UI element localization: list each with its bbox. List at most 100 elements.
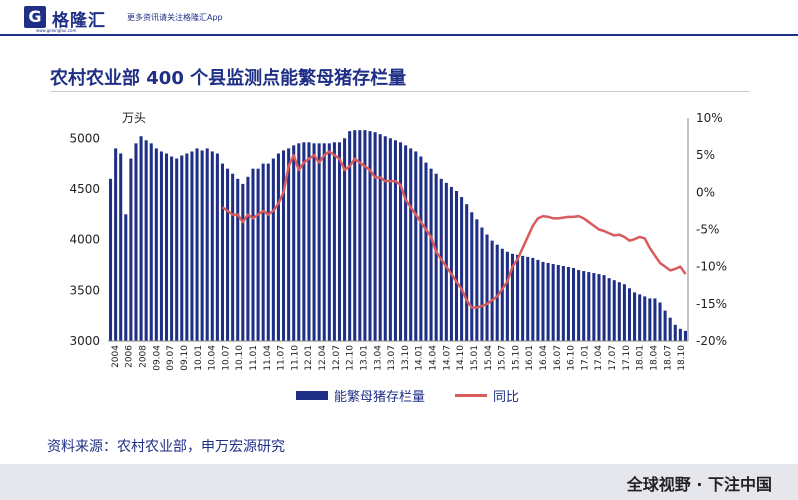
bar: [322, 143, 326, 341]
bar: [246, 176, 250, 341]
x-tick-label: 13.07: [387, 345, 397, 371]
x-tick-label: 09.07: [166, 345, 176, 371]
bar: [587, 272, 591, 341]
bar: [383, 136, 387, 341]
y-tick-label: 3000: [69, 334, 100, 348]
bar: [668, 317, 672, 341]
bar: [109, 178, 113, 341]
bar: [434, 173, 438, 341]
y2-tick-label: -10%: [696, 260, 727, 274]
bar: [577, 270, 581, 341]
bar: [419, 156, 423, 341]
x-tick-label: 12.04: [318, 345, 328, 371]
bar: [210, 151, 214, 341]
x-tick-label: 10.01: [194, 345, 204, 371]
x-tick-label: 18.10: [677, 345, 687, 371]
bar: [363, 130, 367, 341]
y2-tick-label: -20%: [696, 334, 727, 348]
x-tick-label: 14.04: [429, 345, 439, 371]
bar: [154, 148, 158, 341]
bar: [480, 227, 484, 341]
bar: [282, 150, 286, 341]
bar: [287, 148, 291, 341]
bar: [261, 163, 265, 341]
bar: [266, 163, 270, 341]
bar: [256, 168, 260, 341]
bar: [200, 150, 204, 341]
brand-url: www.gelonghui.com: [36, 28, 77, 33]
bar: [164, 153, 169, 341]
bar: [343, 138, 347, 341]
x-tick-label: 15.01: [470, 345, 480, 371]
bar: [658, 302, 662, 341]
x-tick-label: 10.10: [235, 345, 245, 371]
bar: [526, 256, 530, 341]
bar: [114, 148, 118, 341]
x-tick-label: 17.07: [608, 345, 618, 371]
banner-divider: [0, 34, 798, 36]
x-tick-label: 12.10: [346, 345, 356, 371]
brand-logo-icon: G: [24, 6, 46, 28]
x-tick-label: 12.07: [332, 345, 342, 371]
bar: [627, 288, 632, 341]
x-tick-label: 11.04: [263, 345, 273, 371]
bar: [490, 240, 494, 341]
x-tick-label: 16.01: [525, 345, 535, 371]
bar: [185, 153, 189, 341]
bar: [485, 234, 489, 341]
bar: [149, 143, 153, 341]
bar: [134, 143, 138, 341]
bar: [536, 259, 540, 341]
bar: [551, 263, 555, 341]
bar: [470, 212, 474, 341]
legend-bar-swatch: [296, 391, 328, 400]
bar: [297, 143, 301, 341]
title-divider: [50, 91, 750, 92]
x-tick-label: 17.04: [594, 345, 604, 371]
bar: [516, 254, 520, 341]
x-tick-label: 09.04: [152, 345, 162, 371]
top-banner: G 格隆汇 www.gelonghui.com 更多资讯请关注格隆汇App: [0, 0, 798, 36]
bar: [393, 140, 397, 341]
bar: [444, 182, 448, 341]
source-note: 资料来源：农村农业部，申万宏源研究: [47, 439, 285, 455]
bar: [307, 142, 311, 341]
x-tick-label: 18.04: [649, 345, 659, 371]
y-tick-label: 4000: [69, 233, 100, 247]
bar: [648, 298, 652, 341]
bar: [195, 148, 199, 341]
bar: [404, 145, 408, 341]
x-tick-label: 11.10: [290, 345, 300, 371]
bar: [409, 148, 413, 341]
x-tick-label: 16.04: [539, 345, 549, 371]
bar: [388, 138, 392, 341]
bar: [236, 178, 240, 341]
bar: [124, 214, 128, 341]
bar: [500, 248, 504, 341]
y2-tick-label: -15%: [696, 297, 727, 311]
brand-name: 格隆汇: [52, 11, 106, 31]
bar: [541, 261, 545, 341]
bar: [144, 140, 148, 341]
bar: [175, 158, 179, 341]
y-tick-label: 5000: [69, 131, 100, 145]
bar: [378, 134, 382, 341]
bar: [521, 255, 525, 341]
bar: [139, 136, 143, 341]
bar: [170, 156, 174, 341]
bar: [673, 324, 677, 341]
legend-bar-label: 能繁母猪存栏量: [334, 390, 426, 405]
y2-tick-label: 10%: [696, 111, 723, 125]
bar: [465, 204, 469, 341]
x-tick-label: 2004: [111, 345, 121, 368]
x-tick-label: 10.04: [208, 345, 218, 371]
x-tick-label: 15.10: [511, 345, 521, 371]
bar: [414, 151, 418, 341]
footer-bar: 全球视野 · 下注中国: [0, 464, 798, 500]
bar: [449, 186, 453, 341]
bar: [460, 197, 464, 341]
bar: [663, 310, 667, 341]
bar: [353, 130, 357, 341]
bar: [633, 292, 637, 341]
bar: [592, 273, 596, 341]
